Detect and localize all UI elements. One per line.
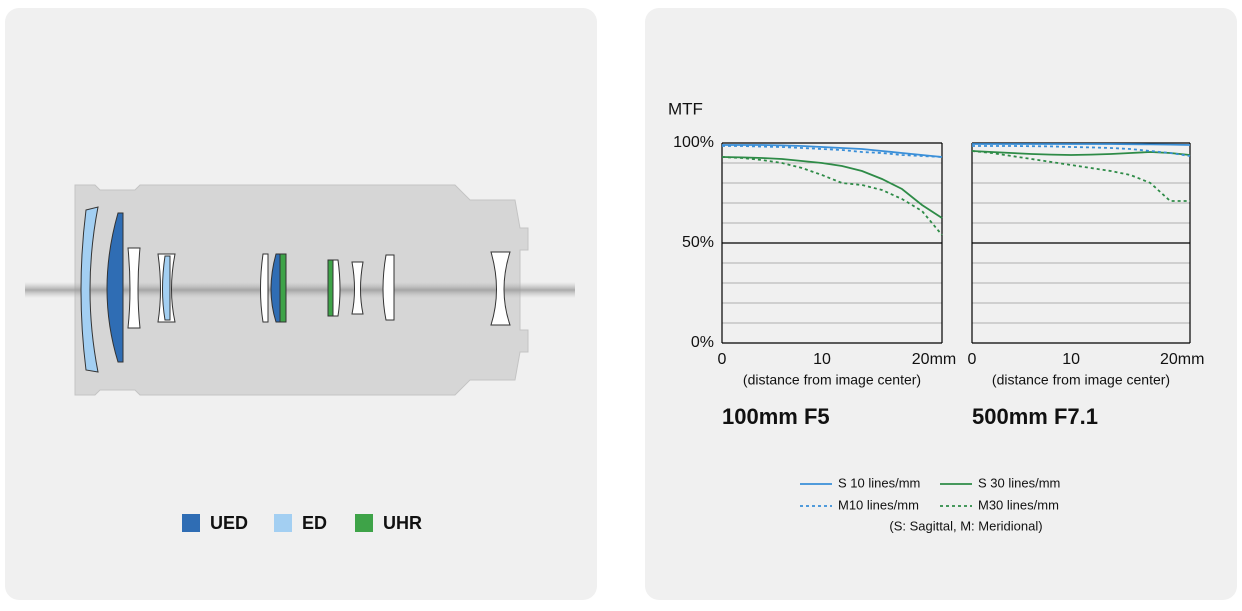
lens-element: [351, 261, 364, 315]
legend-swatch: [355, 514, 373, 532]
chart-title: 100mm F5: [722, 404, 830, 429]
legend-label: S 30 lines/mm: [978, 475, 1060, 490]
y-tick-label: 50%: [682, 234, 714, 251]
mtf-panel: [645, 8, 1237, 600]
mtf-line: [722, 144, 943, 158]
legend-label: M30 lines/mm: [978, 497, 1059, 512]
x-tick-label: 10: [1062, 351, 1080, 368]
legend-label: M10 lines/mm: [838, 497, 919, 512]
chart-title: 500mm F7.1: [972, 404, 1098, 429]
lens-element: [332, 259, 341, 317]
ed-element: [80, 206, 99, 373]
lens-element: [490, 251, 511, 326]
ued-element: [106, 212, 124, 363]
y-tick-label: 0%: [691, 334, 714, 351]
ed-element: [162, 255, 171, 321]
lens-diagram: [25, 184, 575, 396]
legend-label: UHR: [383, 513, 422, 533]
x-axis-label: (distance from image center): [992, 372, 1170, 388]
lens-element: [260, 253, 269, 323]
legend-swatch: [274, 514, 292, 532]
mtf-line: [721, 156, 943, 219]
legend-label: ED: [302, 513, 327, 533]
legend-label: S 10 lines/mm: [838, 475, 920, 490]
mtf-line: [972, 143, 1191, 146]
mtf-line: [971, 150, 1190, 202]
lens-element: [127, 247, 141, 329]
y-tick-label: 100%: [673, 134, 714, 151]
legend-swatch: [182, 514, 200, 532]
x-tick-label: 0: [718, 351, 727, 368]
uhr-element: [327, 259, 334, 317]
mtf-line: [721, 156, 943, 236]
diagram-legend: UED ED UHR: [182, 513, 422, 533]
legend-label: UED: [210, 513, 248, 533]
uhr-element: [279, 253, 287, 323]
mtf-legend: S 10 lines/mm S 30 lines/mm M10 lines/mm M3…: [800, 475, 1060, 512]
x-tick-label: 0: [968, 351, 977, 368]
x-tick-label: 20mm: [912, 351, 956, 368]
legend-note: (S: Sagittal, M: Meridional): [889, 518, 1042, 533]
x-tick-label: 20mm: [1160, 351, 1204, 368]
y-axis-label: MTF: [668, 99, 703, 118]
x-axis-label: (distance from image center): [743, 372, 921, 388]
mtf-line: [722, 145, 943, 158]
mtf-line: [972, 145, 1191, 157]
lens-element: [382, 254, 395, 321]
mtf-charts: 0% 50% 100% 0 10 20mm MTF (distance from image …: [668, 99, 1204, 428]
x-tick-label: 10: [813, 351, 831, 368]
